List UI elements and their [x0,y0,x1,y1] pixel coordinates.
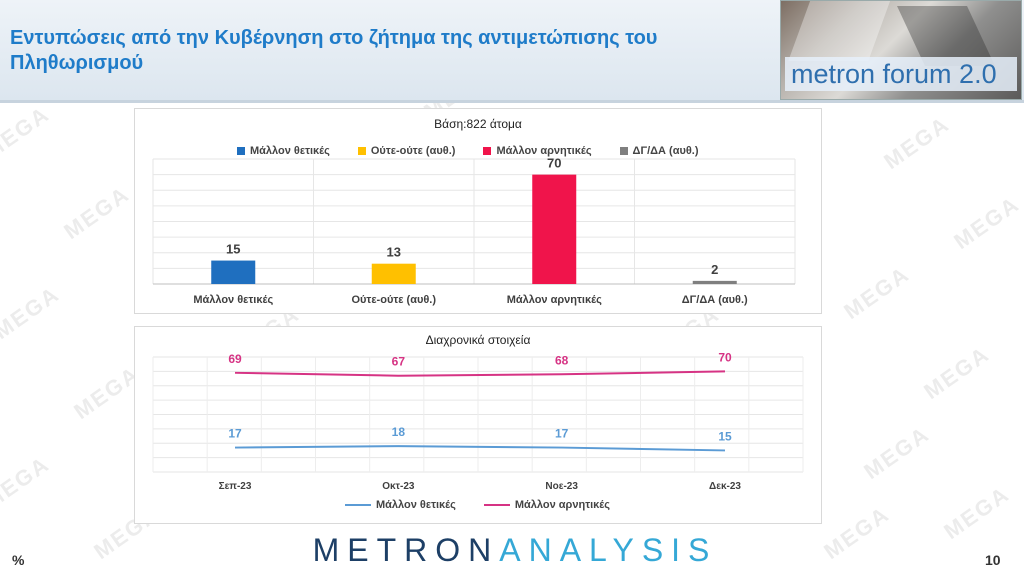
bar-value-label: 70 [547,156,561,171]
legend-swatch-dk [619,147,628,155]
bar-chart-panel: Βάση:822 άτομα Μάλλον θετικές Ούτε-ούτε … [134,108,822,314]
bar-value-label: 2 [711,262,718,277]
percent-sign: % [12,552,25,568]
logo-decor-shard [788,1,894,61]
bar-4 [692,280,737,284]
logo-text-bar [785,57,1017,91]
line-chart-panel: Διαχρονικά στοιχεία 17 18 17 15 69 67 68 70 Σεπ-… [134,326,822,524]
line-category-label: Δεκ-23 [709,481,741,492]
legend-label: ΔΓ/ΔΑ (αυθ.) [632,145,699,157]
watermark-text: MEGA [0,281,65,345]
series-line-2 [234,370,726,377]
bar-2 [371,263,416,284]
legend-item-dk: ΔΓ/ΔΑ (αυθ.) [619,145,699,157]
bar-chart-legend: Μάλλον θετικές Ούτε-ούτε (αυθ.) Μάλλον α… [237,145,699,157]
header-band: Εντυπώσεις από την Κυβέρνηση στο ζήτημα … [0,0,1024,103]
legend-label: Ούτε-ούτε (αυθ.) [370,145,456,157]
bar-category-label: ΔΓ/ΔΑ (αυθ.) [682,294,748,306]
bar-category-label: Μάλλον θετικές [193,294,273,306]
watermark-text: MEGA [859,421,935,485]
bar-category-label: Ούτε-ούτε (αυθ.) [351,294,436,306]
legend-swatch-positive [237,147,245,155]
legend-item-line-positive: Μάλλον θετικές [345,499,456,511]
series-point-label: 15 [718,429,732,443]
legend-label: Μάλλον θετικές [250,145,330,157]
brand-part-2: ANALYSIS [499,532,718,568]
bar-grid [152,158,796,285]
legend-item-line-negative: Μάλλον αρνητικές [483,499,610,511]
legend-item-positive: Μάλλον θετικές [237,145,330,157]
watermark-text: MEGA [939,481,1015,545]
series-point-label: 18 [392,425,406,439]
logo-text: metron forum 2.0 [791,59,997,89]
line-grid [152,356,804,473]
series-point-label: 70 [718,350,732,364]
line-category-label: Σεπ-23 [219,481,252,492]
page-number: 10 [985,552,1001,568]
watermark-text: MEGA [949,191,1024,255]
line-chart-title: Διαχρονικά στοιχεία [425,333,531,347]
watermark-text: MEGA [59,181,135,245]
metron-analysis-logo: METRONANALYSIS [310,532,720,569]
legend-line-negative [483,504,510,506]
metron-forum-logo: metron forum 2.0 [780,0,1022,100]
watermark-text: MEGA [879,111,955,175]
bar-3 [532,174,577,284]
bar-category-label: Μάλλον αρνητικές [507,294,602,306]
legend-line-positive [345,504,371,506]
legend-swatch-negative [483,147,492,155]
legend-label: Μάλλον αρνητικές [496,145,592,157]
bar-1 [211,260,256,284]
series-point-label: 17 [228,427,242,441]
series-point-label: 67 [392,355,406,369]
series-line-1 [234,445,726,452]
watermark-text: MEGA [0,101,55,165]
legend-label: Μάλλον θετικές [376,499,456,511]
legend-item-negative: Μάλλον αρνητικές [483,145,592,157]
series-point-label: 17 [555,427,569,441]
legend-item-neutral: Ούτε-ούτε (αυθ.) [357,145,456,157]
line-category-label: Νοε-23 [545,481,578,492]
brand-part-1: METRON [312,532,500,568]
line-chart-svg: 17 18 17 15 69 67 68 70 Σεπ-23 Οκτ-23 Νοε-23 Δεκ-23 [152,350,804,492]
watermark-text: MEGA [0,451,55,515]
line-chart-legend: Μάλλον θετικές Μάλλον αρνητικές [345,499,610,511]
watermark-text: MEGA [839,261,915,325]
watermark-text: MEGA [819,501,895,565]
legend-swatch-neutral [357,147,366,155]
legend-label: Μάλλον αρνητικές [514,499,610,511]
page-title: Εντυπώσεις από την Κυβέρνηση στο ζήτημα … [10,27,658,74]
bar-chart-svg: 15 Μάλλον θετικές 13 Ούτε-ούτε (αυθ.) 70 Μάλλ… [152,156,796,306]
series-point-label: 68 [555,353,569,367]
series-point-label: 69 [228,352,242,366]
line-category-label: Οκτ-23 [382,481,415,492]
bar-value-label: 15 [226,242,240,257]
bar-value-label: 13 [387,245,401,260]
watermark-text: MEGA [919,341,995,405]
bar-chart-title: Βάση:822 άτομα [434,117,522,131]
